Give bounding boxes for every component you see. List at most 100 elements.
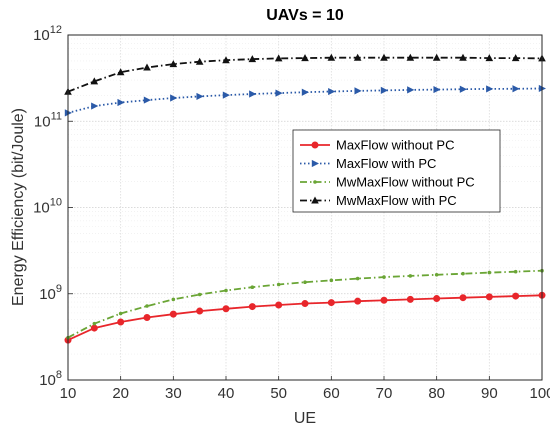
- legend-label: MaxFlow without PC: [336, 138, 454, 153]
- data-point: [170, 94, 178, 102]
- x-tick-label: 50: [270, 385, 287, 402]
- data-point: [250, 285, 255, 290]
- legend-label: MaxFlow with PC: [336, 156, 436, 171]
- data-point: [380, 53, 388, 61]
- data-point: [313, 180, 317, 184]
- data-point: [222, 305, 230, 313]
- data-point: [92, 321, 97, 326]
- legend-label: MwMaxFlow without PC: [336, 175, 475, 190]
- x-tick-label: 70: [376, 385, 393, 402]
- data-point: [487, 270, 492, 275]
- data-point: [224, 288, 228, 293]
- y-tick-label: 1012: [33, 24, 62, 44]
- data-point: [433, 85, 441, 94]
- data-point: [197, 292, 202, 297]
- data-point: [461, 271, 465, 276]
- y-tick-label: 1010: [33, 197, 62, 217]
- data-point: [143, 314, 151, 322]
- data-point: [459, 294, 467, 302]
- data-point: [301, 300, 309, 308]
- data-point: [354, 87, 362, 95]
- data-point: [434, 272, 439, 277]
- data-point: [143, 96, 151, 104]
- data-point: [512, 292, 520, 300]
- x-tick-label: 10: [60, 385, 77, 402]
- data-point: [248, 55, 257, 63]
- data-point: [143, 63, 151, 71]
- legend: MaxFlow without PC MaxFlow with PC MwMaxFl…: [292, 129, 501, 213]
- data-point: [169, 310, 177, 318]
- data-point: [275, 89, 283, 97]
- data-point: [512, 85, 520, 93]
- data-point: [275, 301, 283, 309]
- data-point: [353, 53, 362, 61]
- data-point: [91, 102, 99, 110]
- data-point: [382, 275, 386, 279]
- y-tick-label: 109: [39, 283, 62, 303]
- x-tick-label: 30: [165, 385, 182, 402]
- data-point: [311, 141, 319, 149]
- data-point: [249, 90, 257, 98]
- data-point: [408, 274, 413, 278]
- data-point: [196, 92, 204, 101]
- data-point: [459, 53, 467, 61]
- data-point: [301, 54, 309, 62]
- data-point: [327, 299, 335, 307]
- x-tick-label: 40: [218, 385, 235, 402]
- data-point: [380, 86, 388, 94]
- data-point: [513, 269, 518, 274]
- y-axis-label: Energy Efficiency (bit/Joule): [10, 108, 27, 306]
- data-point: [274, 54, 283, 62]
- y-tick-label: 108: [39, 369, 62, 389]
- data-point: [459, 85, 467, 93]
- data-point: [327, 53, 336, 61]
- data-point: [117, 98, 125, 107]
- data-point: [486, 85, 494, 93]
- x-tick-label: 80: [428, 385, 445, 402]
- data-point: [222, 91, 230, 99]
- x-axis-label: UE: [294, 410, 316, 427]
- data-point: [406, 295, 414, 303]
- legend-label: MwMaxFlow with PC: [336, 193, 457, 208]
- data-point: [90, 77, 99, 85]
- data-point: [406, 53, 415, 61]
- x-tick-label: 60: [323, 385, 340, 402]
- chart-title: UAVs = 10: [266, 7, 344, 24]
- x-tick-label: 90: [481, 385, 498, 402]
- data-point: [116, 68, 125, 76]
- data-point: [380, 296, 388, 304]
- data-point: [171, 297, 176, 302]
- data-point: [354, 297, 362, 305]
- data-point: [511, 54, 520, 62]
- data-point: [145, 304, 149, 308]
- data-point: [329, 278, 334, 283]
- data-point: [432, 53, 441, 61]
- data-point: [196, 307, 204, 315]
- data-point: [117, 318, 125, 326]
- series-group: [64, 53, 546, 344]
- data-point: [248, 303, 256, 311]
- data-point: [311, 196, 319, 204]
- data-point: [301, 88, 309, 96]
- data-point: [276, 282, 281, 287]
- data-point: [328, 87, 336, 96]
- data-point: [169, 60, 178, 68]
- data-point: [433, 295, 441, 303]
- y-tick-label: 1011: [34, 110, 62, 130]
- legend-box: [292, 129, 501, 213]
- data-point: [485, 54, 494, 62]
- data-point: [195, 57, 204, 65]
- data-point: [311, 159, 319, 168]
- data-point: [118, 311, 123, 316]
- data-point: [355, 276, 360, 281]
- data-point: [303, 280, 307, 285]
- data-point: [90, 324, 98, 332]
- x-tick-label: 100: [529, 385, 550, 402]
- data-point: [407, 86, 415, 94]
- data-point: [485, 293, 493, 301]
- data-point: [222, 56, 230, 64]
- x-tick-label: 20: [112, 385, 129, 402]
- ticks: 10 20 30 40 50 60 70 80 90 100 108 109 1010 1011 1012: [33, 24, 550, 402]
